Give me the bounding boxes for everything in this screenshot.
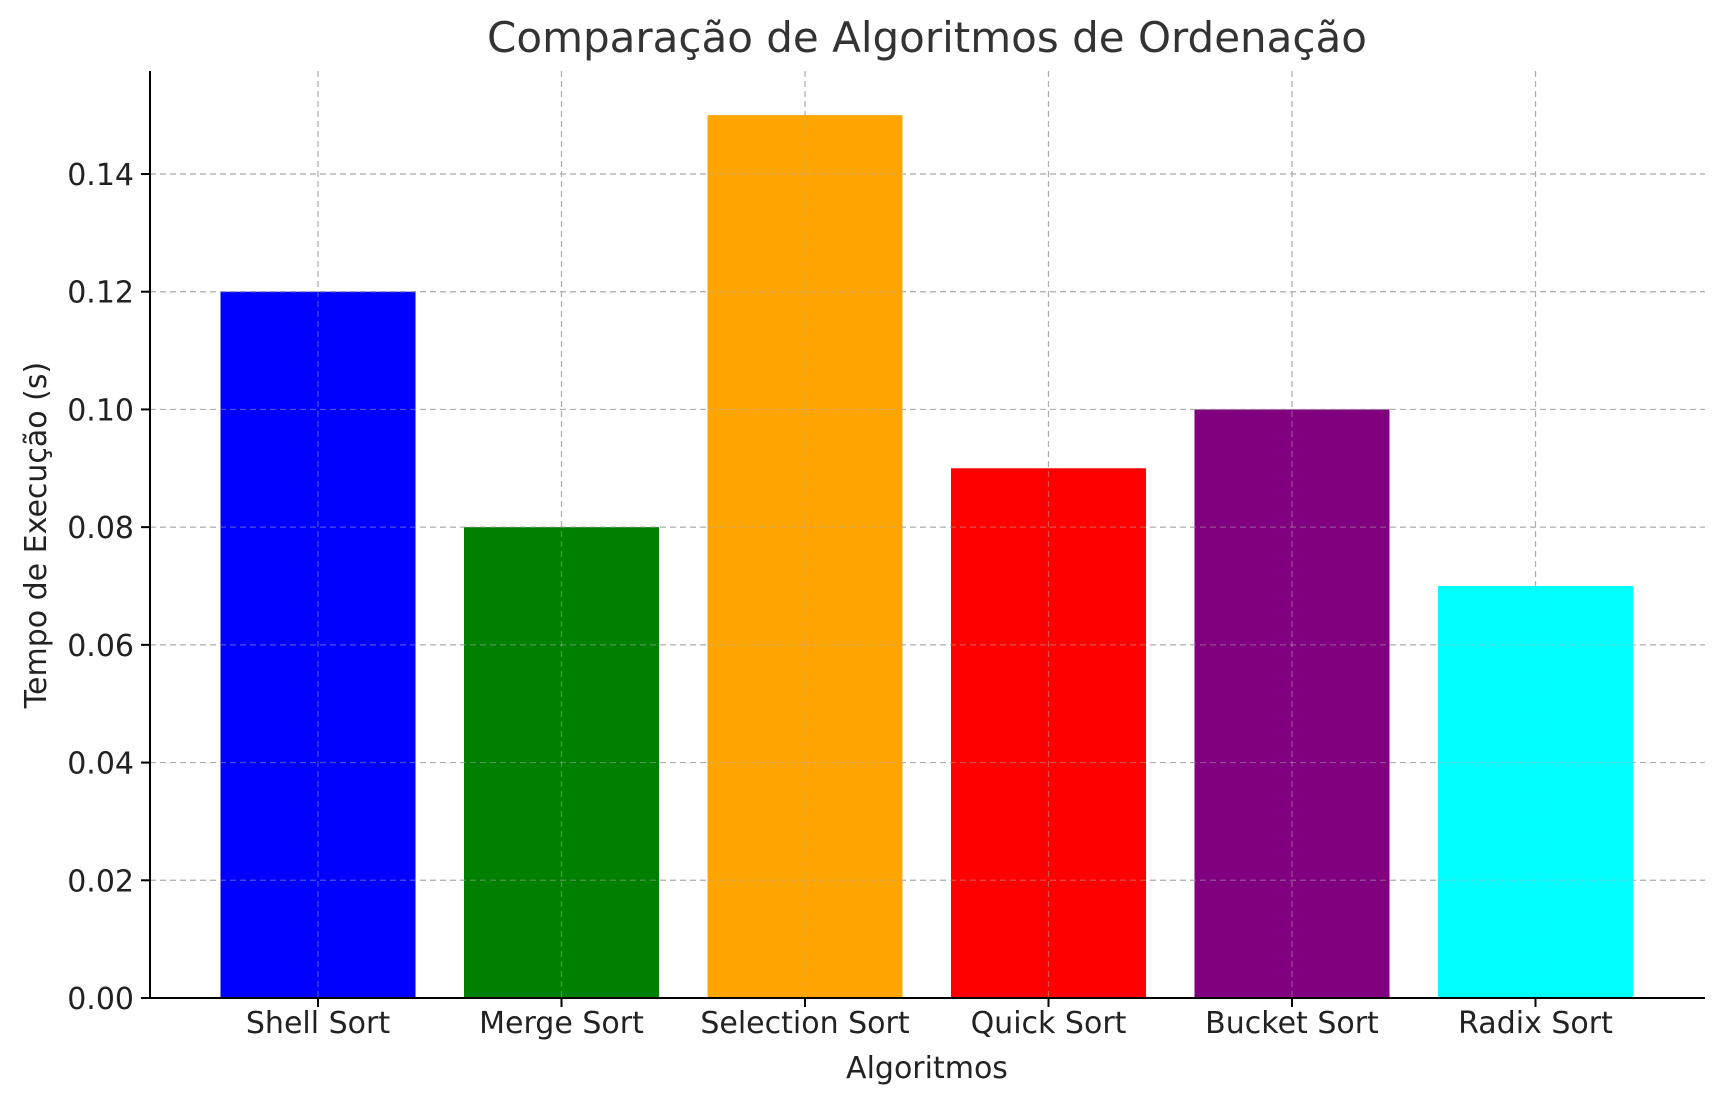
- y-tick-label: 0.12: [67, 276, 134, 311]
- bar-quick-sort: [951, 468, 1146, 998]
- x-tick-label: Merge Sort: [479, 1006, 644, 1041]
- x-tick-label: Quick Sort: [971, 1006, 1127, 1041]
- chart-title: Comparação de Algoritmos de Ordenação: [487, 13, 1367, 62]
- y-axis-label: Tempo de Execução (s): [19, 362, 54, 709]
- bar-selection-sort: [707, 115, 903, 998]
- y-tick-label: 0.00: [67, 982, 134, 1017]
- y-tick-label: 0.10: [67, 393, 134, 428]
- y-tick-label: 0.08: [67, 511, 134, 546]
- x-gridlines-overlay: [317, 71, 1537, 998]
- bar-merge-sort: [464, 527, 659, 998]
- bar-radix-sort: [1438, 586, 1633, 998]
- bar-shell-sort: [220, 291, 416, 998]
- y-tick-label: 0.02: [67, 864, 134, 899]
- bar-bucket-sort: [1194, 409, 1390, 998]
- x-tick-label: Shell Sort: [246, 1006, 390, 1041]
- x-tick-label: Radix Sort: [1458, 1006, 1613, 1041]
- x-tick-label: Selection Sort: [700, 1006, 910, 1041]
- y-ticks: 0.00 0.02 0.04 0.06 0.08 0.10 0.12 0.14: [67, 158, 150, 1017]
- bars: [220, 115, 1633, 998]
- x-ticks: Shell Sort Merge Sort Selection Sort Quick …: [246, 998, 1613, 1041]
- x-tick-label: Bucket Sort: [1205, 1006, 1379, 1041]
- y-tick-label: 0.06: [67, 629, 134, 664]
- x-axis-label: Algoritmos: [846, 1051, 1008, 1086]
- axes: [149, 71, 1705, 999]
- y-tick-label: 0.14: [67, 158, 134, 193]
- y-tick-label: 0.04: [67, 747, 134, 782]
